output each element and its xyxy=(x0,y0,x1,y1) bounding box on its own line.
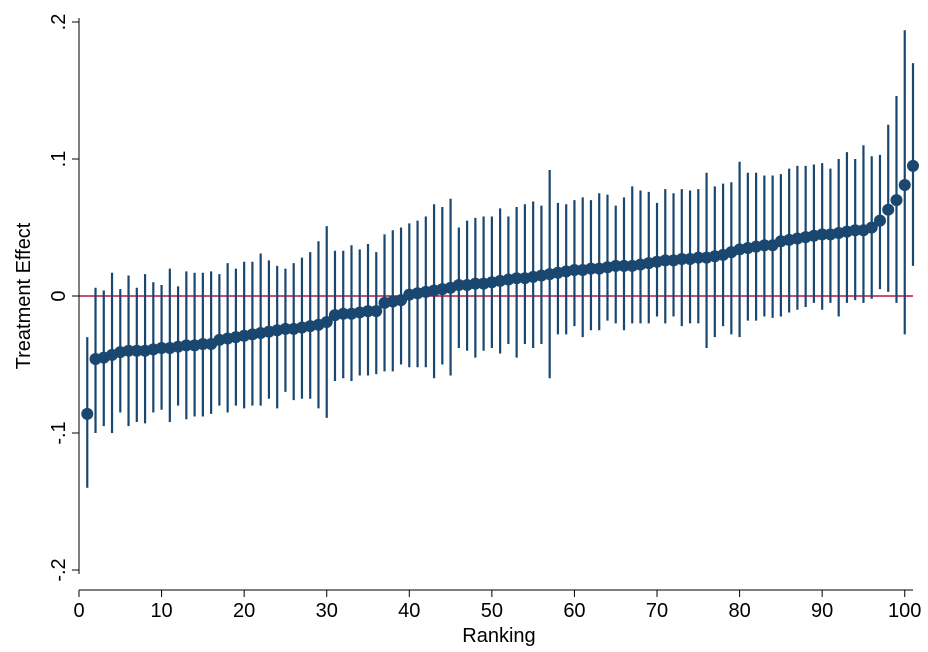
point-estimate xyxy=(362,305,375,318)
point-estimate xyxy=(279,322,292,335)
point-estimate xyxy=(180,339,193,352)
x-tick-label: 80 xyxy=(728,600,750,622)
point-estimate xyxy=(873,214,886,227)
x-tick-label: 100 xyxy=(888,600,921,622)
point-estimate xyxy=(659,254,672,267)
point-estimate xyxy=(890,194,903,207)
point-estimate xyxy=(155,342,168,355)
y-tick-label: 0 xyxy=(48,290,70,301)
y-tick-label: -.2 xyxy=(48,558,70,581)
y-tick-label: .1 xyxy=(48,151,70,168)
x-tick-label: 60 xyxy=(563,600,585,622)
point-estimate xyxy=(692,251,705,264)
axes: -.2 -.1 0 .1 .2 0 10 20 30 40 50 60 70 80 90 100 xyxy=(48,14,921,622)
point-estimate xyxy=(865,221,878,234)
point-estimate xyxy=(907,159,919,172)
x-tick-label: 10 xyxy=(150,600,172,622)
point-estimate xyxy=(584,262,597,275)
point-estimate xyxy=(122,344,135,357)
point-estimate xyxy=(469,277,482,290)
y-axis-title: Treatment Effect xyxy=(13,222,35,369)
point-estimate xyxy=(675,253,688,266)
point-estimate xyxy=(609,259,622,272)
x-tick-label: 50 xyxy=(481,600,503,622)
x-tick-label: 90 xyxy=(811,600,833,622)
point-estimate xyxy=(510,272,523,285)
point-estimate xyxy=(130,344,143,357)
point-estimate xyxy=(452,279,465,292)
point-estimate xyxy=(849,224,862,237)
point-estimate xyxy=(816,228,829,241)
y-tick-label: .2 xyxy=(48,14,70,31)
plot-area xyxy=(79,30,919,488)
x-tick-label: 40 xyxy=(398,600,420,622)
point-estimate xyxy=(568,263,581,276)
point-estimate xyxy=(617,259,630,272)
point-estimate xyxy=(320,316,333,329)
y-tick-label: -.1 xyxy=(48,421,70,444)
point-estimate xyxy=(196,337,209,350)
point-estimate xyxy=(898,179,911,192)
point-estimate xyxy=(882,203,895,216)
point-estimate xyxy=(758,239,771,252)
x-tick-label: 70 xyxy=(646,600,668,622)
point-estimate xyxy=(81,407,94,420)
point-estimate xyxy=(337,307,350,320)
x-tick-label: 20 xyxy=(233,600,255,622)
x-tick-label: 0 xyxy=(73,600,84,622)
x-axis-title: Ranking xyxy=(462,625,535,647)
point-estimate xyxy=(370,305,383,318)
x-tick-label: 30 xyxy=(316,600,338,622)
